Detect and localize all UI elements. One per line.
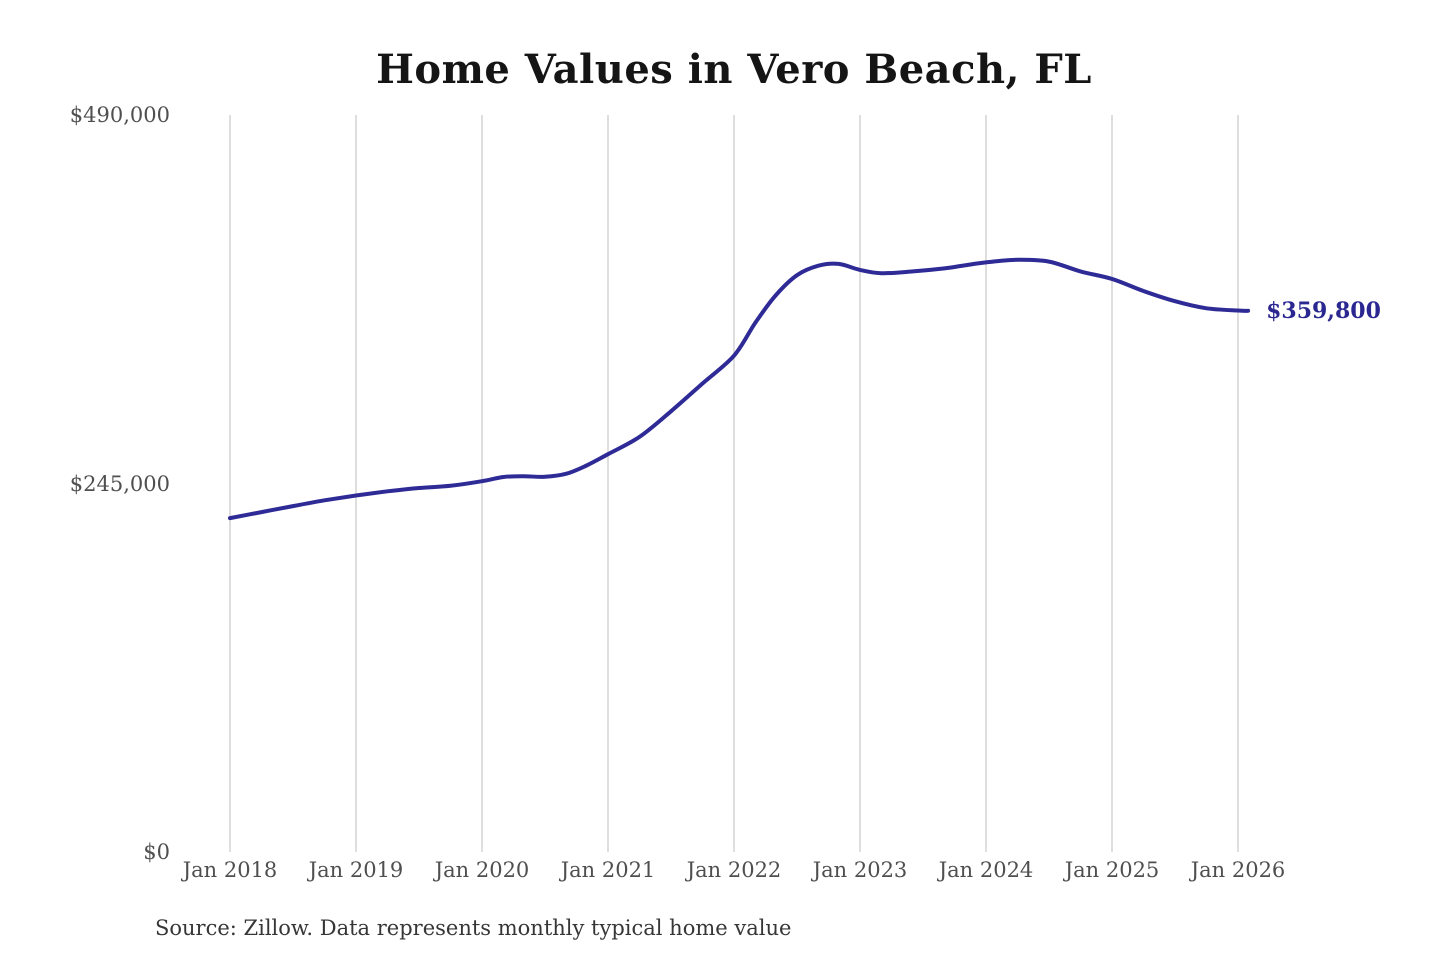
x-axis-tick-label-jan-2020: Jan 2020 <box>434 858 530 882</box>
home-value-line-series <box>228 257 1251 521</box>
x-axis-tick-label-jan-2025: Jan 2025 <box>1064 858 1160 882</box>
source-note: Source: Zillow. Data represents monthly … <box>155 916 792 940</box>
line-end-value-label: $359,800 <box>1266 297 1381 324</box>
x-axis-tick-label-jan-2026: Jan 2026 <box>1190 858 1286 882</box>
chart-title: Home Values in Vero Beach, FL <box>376 46 1092 93</box>
x-axis-tick-label-jan-2018: Jan 2018 <box>182 858 278 882</box>
x-axis-tick-label-jan-2024: Jan 2024 <box>938 858 1034 882</box>
x-axis-tick-label-jan-2019: Jan 2019 <box>308 858 404 882</box>
y-axis-tick-label-245000: $245,000 <box>69 471 170 496</box>
x-axis-tick-label-jan-2022: Jan 2022 <box>686 858 782 882</box>
x-axis-tick-label-jan-2023: Jan 2023 <box>812 858 908 882</box>
y-axis-tick-label-0: $0 <box>143 840 170 864</box>
y-axis-tick-label-490000: $490,000 <box>69 103 170 127</box>
x-axis-tick-label-jan-2021: Jan 2021 <box>560 858 656 882</box>
